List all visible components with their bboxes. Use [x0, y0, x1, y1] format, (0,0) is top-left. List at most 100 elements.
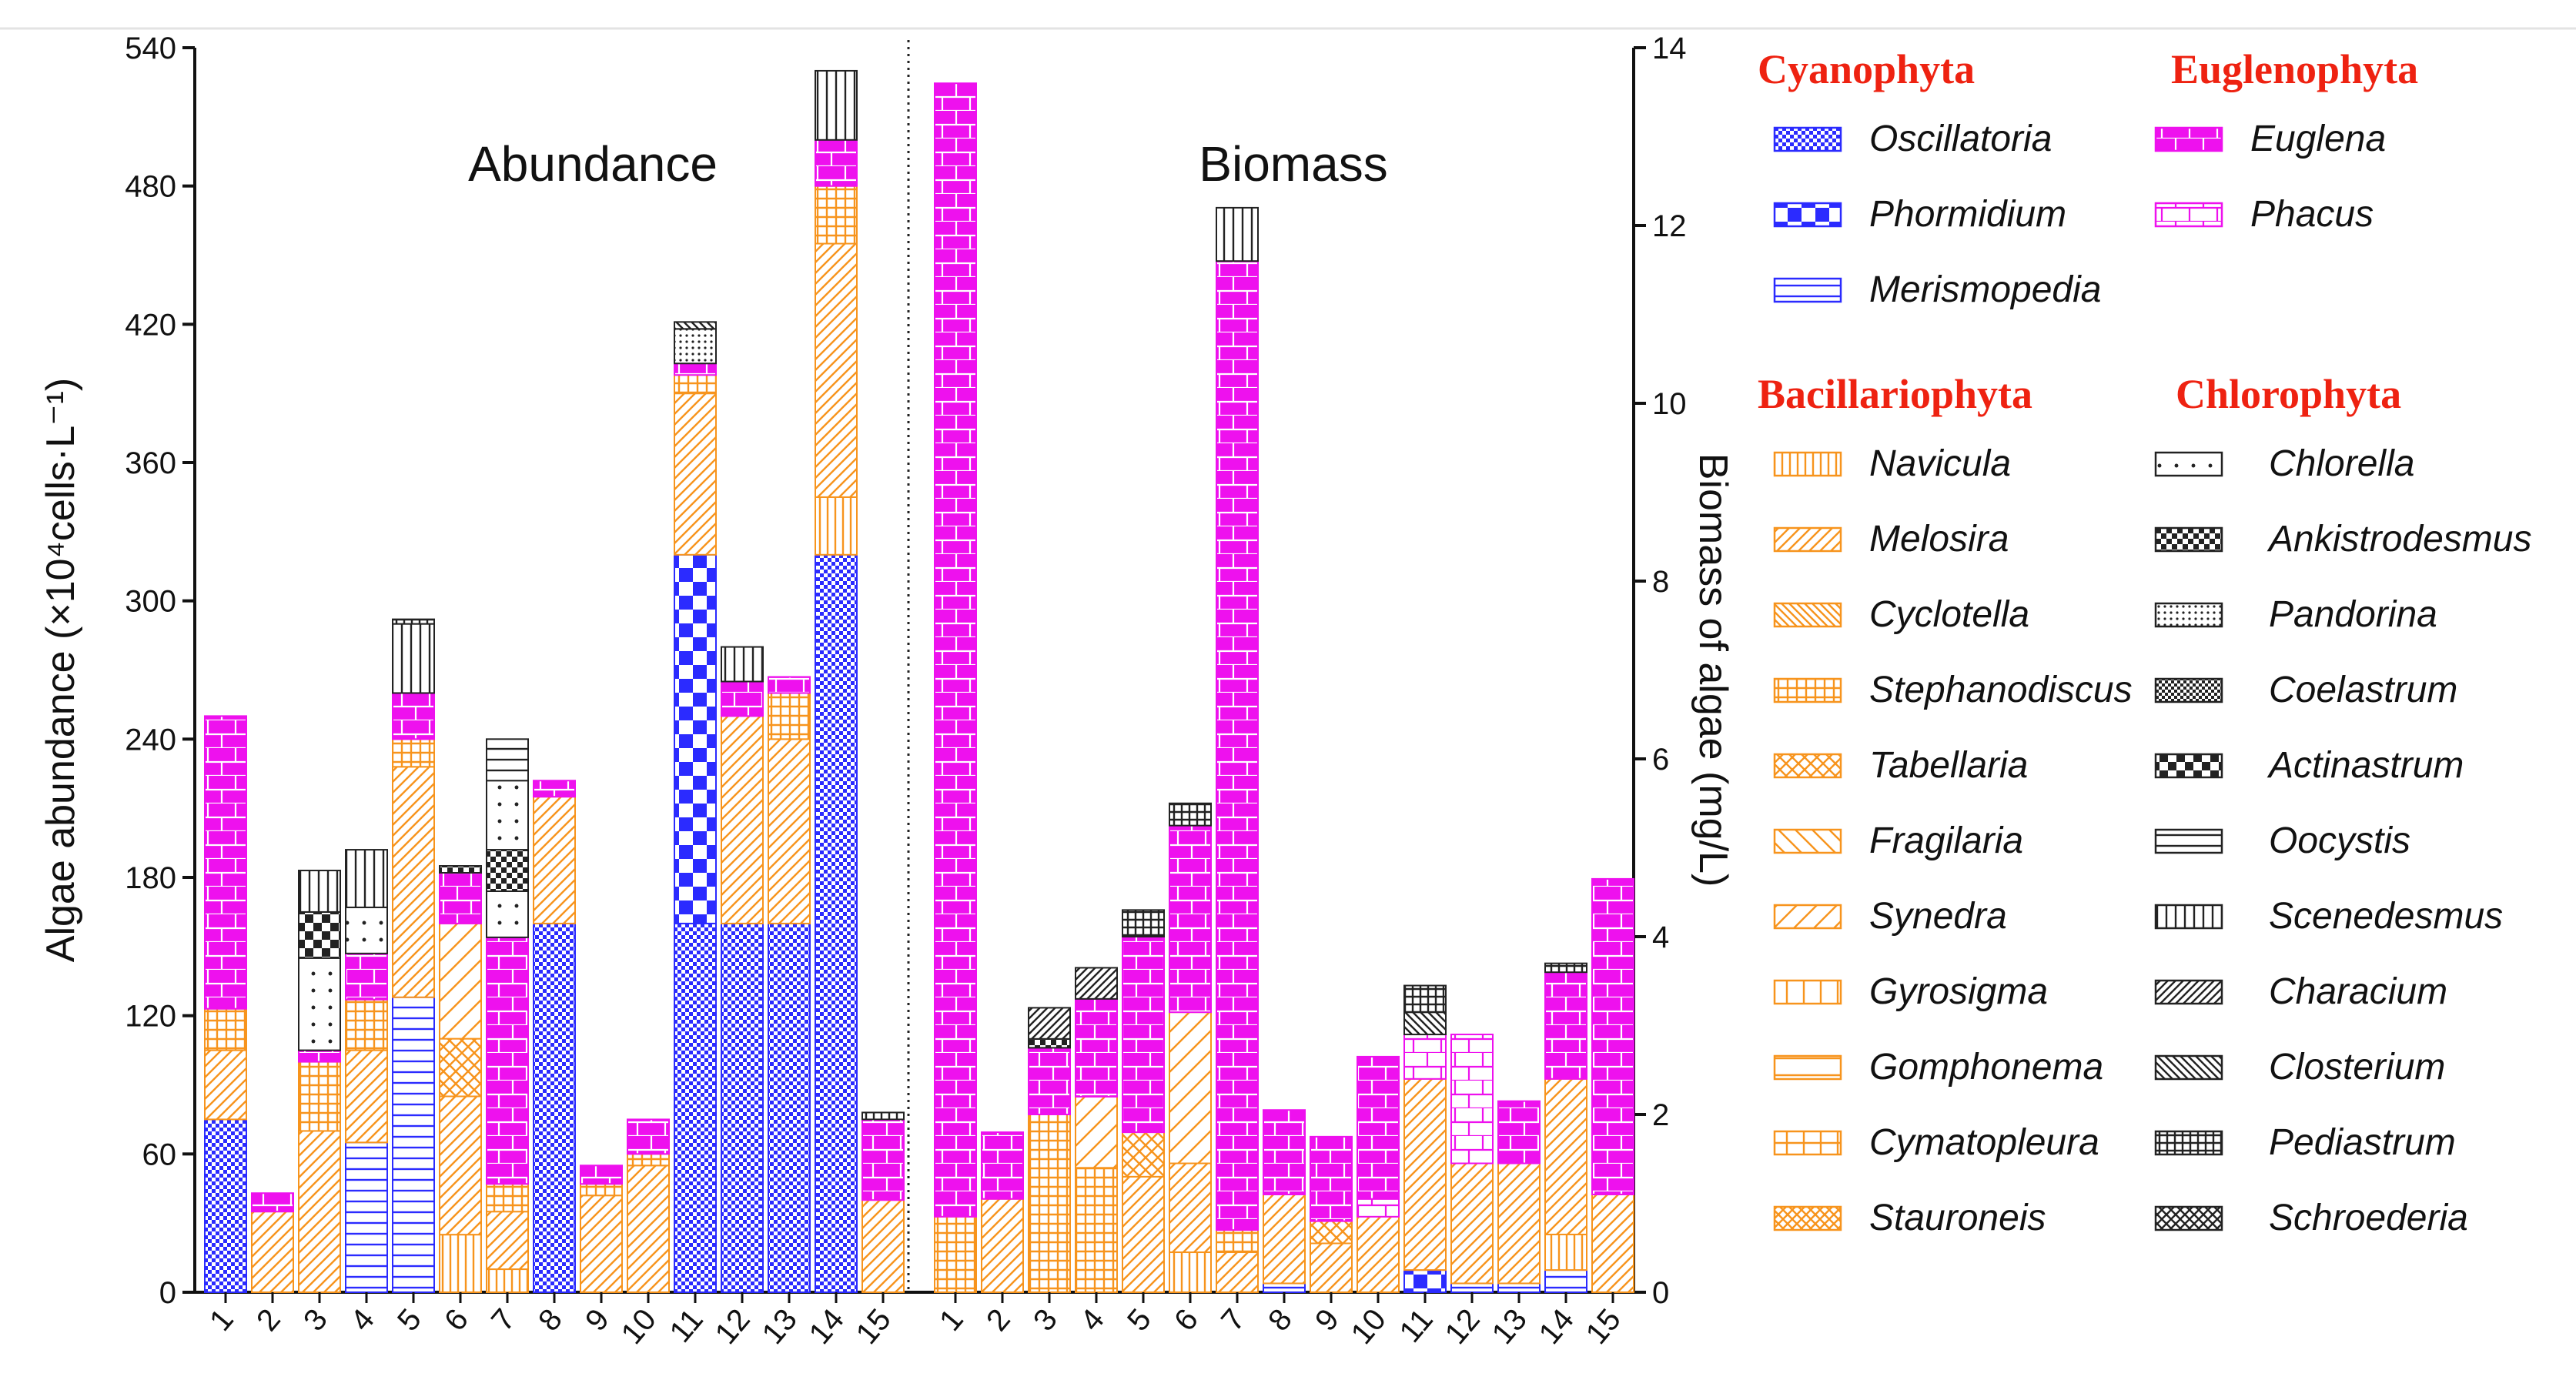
- legend-swatch-stauroneis: [1773, 1205, 1842, 1231]
- bar-segment-navicula: [486, 1268, 529, 1293]
- x-tick-label: 8: [532, 1303, 569, 1338]
- x-tick-label: 13: [1486, 1303, 1534, 1351]
- bar-segment-phacus: [1450, 1034, 1494, 1164]
- bar-segment-stephanodiscus: [1075, 1167, 1118, 1294]
- bar-segment-oscillatoria: [533, 922, 576, 1294]
- x-tick-label: 3: [297, 1303, 334, 1338]
- bar-segment-melosira: [1263, 1193, 1306, 1285]
- bar-segment-euglena: [1263, 1109, 1306, 1195]
- legend-label-actinastrum: Actinastrum: [2267, 745, 2464, 786]
- bar-segment-melosira: [1403, 1078, 1447, 1271]
- legend-label-gyrosigma: Gyrosigma: [1869, 971, 2048, 1012]
- bar-segment-melosira: [580, 1195, 623, 1293]
- bar-segment-melosira: [1497, 1162, 1541, 1285]
- x-tick-label: 6: [438, 1303, 475, 1338]
- legend-swatch-phormidium: [1773, 202, 1842, 228]
- legend-swatch-navicula: [1773, 451, 1842, 477]
- legend-swatch-actinastrum: [2154, 753, 2223, 779]
- bar-segment-ankistrodesmus: [439, 865, 482, 874]
- legend-label-cymatopleura: Cymatopleura: [1869, 1122, 2099, 1163]
- bar-segment-stephanodiscus: [580, 1183, 623, 1197]
- bar-segment-melosira: [439, 1095, 482, 1236]
- x-tick-label: 14: [1533, 1303, 1581, 1351]
- bar-segment-tabellaria: [1122, 1131, 1165, 1178]
- bar-segment-scenedesmus: [1216, 206, 1259, 262]
- x-tick-label: 11: [663, 1303, 709, 1349]
- bar-segment-melosira: [298, 1130, 341, 1294]
- x-tick-label: 13: [756, 1303, 804, 1351]
- bar-segment-characium: [1075, 967, 1118, 1000]
- legend-label-ankistrodesmus: Ankistrodesmus: [2267, 519, 2531, 560]
- legend-swatch-cyclotella: [1773, 602, 1842, 628]
- legend-label-melosira: Melosira: [1869, 519, 2009, 560]
- bar-segment-merismopedia: [1497, 1282, 1541, 1293]
- legend-swatch-closterium: [2154, 1054, 2223, 1081]
- bar-segment-euglena: [1169, 824, 1212, 1014]
- bar-segment-euglena: [627, 1118, 670, 1155]
- bar-segment-pediastrum: [1403, 984, 1447, 1014]
- bar-segment-phacus: [1357, 1198, 1400, 1218]
- left-tick-label: 360: [125, 446, 176, 480]
- bar-segment-pandorina: [674, 328, 717, 365]
- plot-area: 06012018024030036042048054002468101214Al…: [38, 32, 1735, 1351]
- bar-segment-euglena: [1310, 1135, 1353, 1222]
- legend-swatch-fragilaria: [1773, 828, 1842, 854]
- bar-segment-oscillatoria: [768, 922, 811, 1294]
- bar-segment-synedra: [439, 922, 482, 1040]
- bar-segment-ankistrodesmus: [1028, 1037, 1071, 1049]
- bar-segment-euglena: [533, 780, 576, 798]
- bar-segment-phormidium: [674, 553, 717, 924]
- bar-segment-euglena: [1591, 877, 1634, 1195]
- left-tick-label: 300: [125, 585, 176, 619]
- bar-segment-characium: [1028, 1007, 1071, 1040]
- legend-group-bacillariophyta: Bacillariophyta Navicula Melosira Cyclotell…: [1758, 371, 2133, 1238]
- x-tick-label: 2: [250, 1303, 287, 1338]
- bar-segment-closterium: [674, 321, 717, 330]
- legend-group-cyanophyta: Cyanophyta Oscillatoria Phormidium Merismop…: [1758, 46, 2101, 310]
- legend-label-oscillatoria: Oscillatoria: [1869, 119, 2052, 159]
- x-tick-label: 4: [344, 1303, 381, 1338]
- legend-swatch-ankistrodesmus: [2154, 526, 2223, 553]
- right-tick-label: 0: [1652, 1276, 1669, 1310]
- x-tick-label: 15: [850, 1303, 898, 1351]
- bar-segment-chlorella: [345, 906, 388, 954]
- legend-swatch-chlorella: [2154, 451, 2223, 477]
- legend-group-title: Bacillariophyta: [1758, 371, 2032, 417]
- bar-segment-stephanodiscus: [934, 1215, 977, 1293]
- legend-swatch-merismopedia: [1773, 277, 1842, 303]
- bar-segment-euglena: [439, 872, 482, 924]
- right-tick-label: 4: [1652, 921, 1669, 954]
- bar-segment-melosira: [1216, 1251, 1259, 1294]
- bar-segment-melosira: [345, 1049, 388, 1144]
- legend-label-gomphonema: Gomphonema: [1869, 1047, 2103, 1088]
- bar-segment-pediastrum: [1544, 962, 1587, 974]
- left-tick-label: 540: [125, 32, 176, 65]
- legend-label-tabellaria: Tabellaria: [1869, 745, 2028, 786]
- bar-segment-pediastrum: [392, 618, 435, 625]
- legend-label-merismopedia: Merismopedia: [1869, 269, 2101, 310]
- bar-segment-melosira: [204, 1049, 247, 1121]
- left-axis-label: Algae abundance (×10⁴cells·L⁻¹): [38, 378, 83, 962]
- bar-segment-stephanodiscus: [1028, 1114, 1071, 1293]
- bar-segment-melosira: [815, 242, 858, 498]
- bar-segment-melosira: [721, 715, 764, 924]
- x-tick-label: 11: [1393, 1303, 1439, 1349]
- legend-label-pandorina: Pandorina: [2269, 594, 2437, 635]
- bar-segment-stephanodiscus: [345, 998, 388, 1051]
- legend-swatch-stephanodiscus: [1773, 677, 1842, 703]
- bar-segment-scenedesmus: [345, 849, 388, 908]
- bar-segment-melosira: [1169, 1162, 1212, 1254]
- bar-segment-stephanodiscus: [204, 1007, 247, 1051]
- bar-segment-phormidium: [1403, 1269, 1447, 1293]
- legend-label-oocystis: Oocystis: [2269, 820, 2410, 861]
- bar-segment-merismopedia: [345, 1141, 388, 1293]
- bar-segment-scenedesmus: [815, 69, 858, 141]
- bar-segment-scenedesmus: [298, 870, 341, 913]
- bar-segment-melosira: [1357, 1215, 1400, 1293]
- bar-segment-oscillatoria: [674, 922, 717, 1294]
- right-tick-label: 6: [1652, 743, 1669, 777]
- legend-label-fragilaria: Fragilaria: [1869, 820, 2023, 861]
- panel-title: Abundance: [468, 136, 718, 192]
